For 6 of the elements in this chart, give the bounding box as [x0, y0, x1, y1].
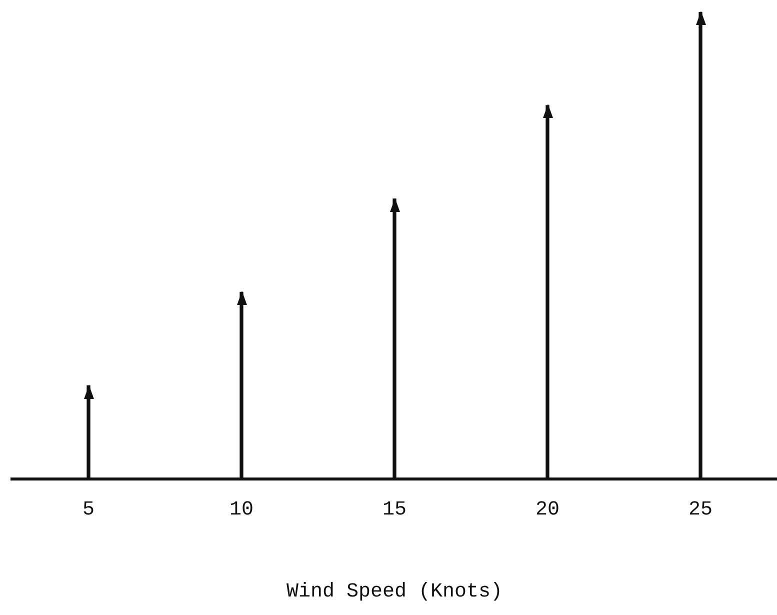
- x-tick-label: 5: [82, 498, 95, 522]
- x-tick-label: 10: [229, 498, 254, 522]
- x-axis-title: Wind Speed (Knots): [286, 580, 503, 604]
- x-tick-label: 20: [535, 498, 560, 522]
- x-tick-label: 25: [688, 498, 713, 522]
- x-tick-label: 15: [382, 498, 407, 522]
